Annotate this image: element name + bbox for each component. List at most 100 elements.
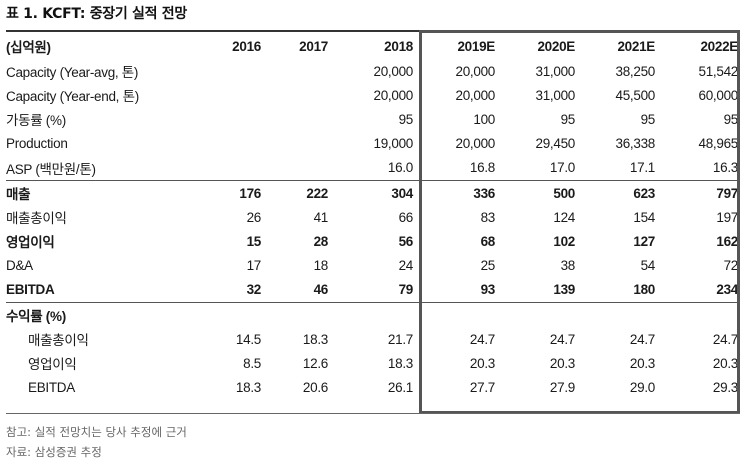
table-cell: 124 [553,209,575,225]
table-row: ASP (백만원/톤) 16.0 16.8 17.0 17.1 16.3 [6,156,740,181]
table-cell: 19,000 [373,136,414,152]
table-cell [263,132,330,156]
table-cell: 797 [657,179,740,206]
table-cell: 31,000 [535,63,576,79]
table-cell: 24 [398,258,414,274]
table-cell: 24.7 [629,331,655,347]
table-row: 매출총이익 14.5 18.3 21.7 24.7 24.7 24.7 24.7 [6,327,740,351]
row-label: 영업이익 [6,235,55,251]
table-cell: 18.3 [387,355,413,371]
row-label: 수익률 (%) [6,301,196,328]
table-cell: 222 [263,179,330,206]
table-row: EBITDA 32 46 79 93 139 180 234 [6,278,740,303]
table-row: 영업이익 8.5 12.6 18.3 20.3 20.3 20.3 20.3 [6,351,740,375]
unit-label: (십억원) [6,40,51,55]
table-cell: 56 [398,233,414,249]
table-cell: 21.7 [387,331,413,347]
table-cell: 25 [480,258,496,274]
table-cell: 68 [480,233,496,249]
table-cell [577,301,657,328]
table-cell: 20.6 [302,380,328,396]
table-cell: 60,000 [698,87,739,103]
table-row: 수익률 (%) [6,301,740,328]
table-cell: 72 [723,258,739,274]
table-cell [196,132,263,156]
row-label: D&A [6,258,33,274]
table-cell: 154 [633,209,655,225]
column-header: 2019E [457,38,495,54]
table-cell: 27.7 [469,380,495,396]
table-cell: 28 [313,233,329,249]
table-cell: 38,250 [615,63,656,79]
table-cell: 102 [553,233,575,249]
row-label: Production [6,136,68,152]
column-header: 2016 [232,38,261,54]
table-cell: 18.3 [302,331,328,347]
table-row: D&A 17 18 24 25 38 54 72 [6,254,740,278]
table-row: 영업이익 15 28 56 68 102 127 162 [6,229,740,253]
table-cell: 24.7 [469,331,495,347]
column-header: 2020E [537,38,575,54]
table-title: 표 1. KCFT: 중장기 실적 전망 [6,6,187,22]
table-cell: 32 [246,282,262,298]
table-cell: 139 [553,282,575,298]
table-cell: 16.3 [712,160,738,176]
table-cell: 66 [398,209,414,225]
table-cell [330,301,415,328]
table-cell: 29.0 [629,380,655,396]
table-cell: 41 [313,209,329,225]
table-cell: 83 [480,209,496,225]
table-cell: 93 [480,282,496,298]
table-cell: 234 [716,282,738,298]
table-cell: 38 [560,258,576,274]
row-label: Capacity (Year-end, 톤) [6,89,139,105]
row-label: ASP (백만원/톤) [6,161,96,177]
table-cell: 79 [398,282,414,298]
table-cell: 24.7 [712,331,738,347]
table-cell: 20,000 [455,63,496,79]
table-cell [196,156,263,181]
table-cell: 12.6 [302,355,328,371]
table-cell [263,107,330,131]
row-label: 매출 [6,179,196,206]
column-header: 2018 [384,38,413,54]
table-cell: 36,338 [615,136,656,152]
row-label: EBITDA [28,380,75,396]
table-cell [196,83,263,107]
column-header: 2021E [617,38,655,54]
table-cell: 31,000 [535,87,576,103]
table-cell: 26.1 [387,380,413,396]
table-cell [196,301,263,328]
column-header: 2022E [700,38,738,54]
table-cell: 95 [398,111,414,127]
table-cell: 24.7 [549,331,575,347]
table-row: Production 19,000 20,000 29,450 36,338 48,965 [6,132,740,156]
table-cell: 16.0 [387,160,413,176]
table-cell: 20.3 [712,355,738,371]
table-cell: 48,965 [698,136,739,152]
table-cell [497,301,577,328]
table-cell [263,83,330,107]
table-cell: 54 [640,258,656,274]
table-cell: 304 [330,179,415,206]
table-cell: 162 [716,233,738,249]
table-cell: 20,000 [455,136,496,152]
table-cell: 20.3 [549,355,575,371]
row-label: Capacity (Year-avg, 톤) [6,65,139,81]
table-cell [263,301,330,328]
table-row: 가동률 (%) 95 100 95 95 95 [6,107,740,131]
table-row: Capacity (Year-end, 톤) 20,000 20,000 31,000… [6,83,740,107]
table-cell: 176 [196,179,263,206]
table-cell: 18 [313,258,329,274]
table-cell: 46 [313,282,329,298]
table-cell: 20.3 [629,355,655,371]
row-label: 가동률 (%) [6,113,66,129]
table-bottom-rule [6,413,740,414]
table-cell: 16.8 [469,160,495,176]
table-cell: 20,000 [455,87,496,103]
table-cell: 15 [246,233,262,249]
table-cell: 95 [723,111,739,127]
table-cell [196,59,263,83]
table-cell: 18.3 [235,380,261,396]
table-cell: 51,542 [698,63,739,79]
